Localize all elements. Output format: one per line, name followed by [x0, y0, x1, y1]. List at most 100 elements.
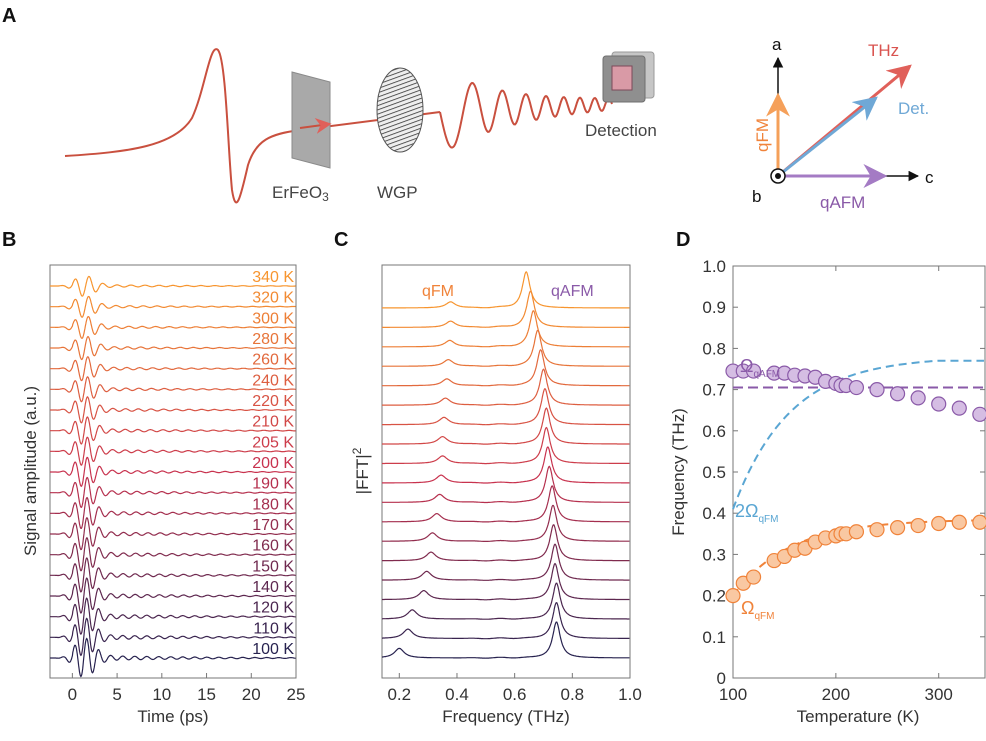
b-trace-205k: [50, 436, 296, 466]
d-qafm-point: [972, 406, 986, 422]
axis-a-label: a: [772, 35, 782, 54]
c-spectrum-205k: [382, 426, 630, 465]
b-trace-110k: [50, 617, 296, 657]
panel-label-a: A: [2, 5, 16, 27]
d-ytick-label: 0.3: [702, 545, 726, 564]
c-spectrum-260k: [382, 349, 630, 387]
c-ylabel: |FFT|2: [350, 447, 372, 494]
b-xtick-label: 0: [68, 685, 77, 704]
c-spectrum-240k: [382, 368, 630, 406]
c-spectrum-120k: [382, 582, 630, 620]
b-xtick-label: 15: [197, 685, 216, 704]
c-spectrum-150k: [381, 543, 630, 581]
c-spectrum-200k: [382, 446, 630, 484]
b-trace-100k: [50, 637, 296, 678]
crystal-axes: a b c THz Det. qFM qAFM: [752, 35, 934, 212]
d-label-omega-qafm: ΩqAFM: [740, 356, 780, 380]
b-trace-320k: [50, 295, 296, 318]
d-xtick-label: 300: [925, 685, 953, 704]
b-temperature-label: 210 K: [252, 414, 294, 431]
wgp-label: WGP: [377, 183, 418, 202]
sample-label: ErFeO3: [272, 183, 329, 204]
b-ylabel: Signal amplitude (a.u.): [21, 386, 40, 556]
b-trace-190k: [50, 476, 296, 509]
detector-icon: [602, 51, 655, 103]
d-qafm-point: [931, 396, 947, 412]
b-temperature-label: 200 K: [252, 455, 294, 472]
d-qfm-point: [869, 522, 885, 538]
axis-b-dot-icon: [775, 173, 781, 179]
b-xlabel: Time (ps): [137, 707, 208, 726]
d-ytick-label: 0.6: [702, 422, 726, 441]
d-ytick-label: 0.4: [702, 504, 726, 523]
b-xtick-label: 20: [242, 685, 261, 704]
b-trace-200k: [50, 456, 296, 488]
b-temperature-label: 140 K: [252, 579, 294, 596]
b-trace-340k: [50, 275, 296, 297]
c-xtick-label: 0.4: [445, 685, 469, 704]
d-qfm-point: [745, 569, 762, 585]
b-trace-160k: [50, 537, 296, 572]
d-qfm-point: [910, 517, 926, 534]
b-temperature-label: 205 K: [252, 434, 294, 451]
d-xlabel: Temperature (K): [797, 707, 920, 726]
d-label-omega-qfm: ΩqFM: [741, 598, 774, 622]
d-qfm-point: [972, 514, 986, 530]
b-trace-240k: [50, 376, 296, 403]
d-qfm-point: [725, 587, 741, 604]
b-trace-120k: [50, 597, 296, 635]
b-trace-220k: [50, 396, 296, 424]
detection-label: Detection: [585, 121, 657, 140]
c-spectrum-300k: [382, 310, 630, 348]
d-qafm-point: [745, 363, 762, 379]
erfeo3-sample: [291, 71, 331, 169]
c-xtick-label: 0.6: [503, 685, 527, 704]
d-ytick-label: 0: [717, 669, 726, 688]
d-qfm-point: [848, 524, 865, 540]
thz-label: THz: [868, 41, 899, 60]
d-xtick-label: 100: [719, 685, 747, 704]
c-spectrum-170k: [382, 504, 630, 542]
b-temperature-label: 100 K: [252, 641, 294, 658]
d-qafm-point: [910, 390, 926, 406]
d-ytick-label: 0.9: [702, 298, 726, 317]
b-temperature-label: 120 K: [252, 600, 294, 617]
d-qfm-point: [951, 514, 967, 530]
d-qafm-point: [951, 400, 967, 416]
thz-pulse-wave: [64, 48, 441, 204]
b-trace-150k: [50, 557, 296, 593]
d-ytick-label: 0.7: [702, 381, 726, 400]
d-qafm-point: [848, 379, 865, 396]
d-ytick-label: 1.0: [702, 257, 726, 276]
b-temperature-label: 340 K: [252, 269, 294, 286]
panel-c-axes: [381, 264, 631, 679]
b-temperature-label: 260 K: [252, 352, 294, 369]
d-qfm-point: [889, 520, 906, 536]
c-spectrum-180k: [382, 485, 630, 523]
d-ytick-label: 0.2: [702, 587, 726, 606]
panel-b-traces: 0 5 10 15 20 25 340 K 320 K 300 K 280 K 260 K 240 K…: [50, 269, 305, 704]
b-trace-140k: [50, 577, 296, 614]
c-spectrum-280k: [382, 329, 630, 367]
b-temperature-label: 160 K: [252, 538, 294, 555]
d-xtick-label: 200: [822, 685, 850, 704]
b-temperature-label: 110 K: [253, 620, 294, 637]
b-temperature-label: 300 K: [252, 310, 294, 327]
d-ytick-label: 0.5: [702, 463, 726, 482]
d-2qfm-curve: [732, 359, 984, 510]
d-ytick-label: 0.8: [702, 339, 726, 358]
c-spectrum-320k: [382, 290, 630, 328]
c-spectrum-100k: [382, 621, 630, 659]
transmitted-wave: [439, 81, 613, 149]
b-xtick-label: 25: [287, 685, 306, 704]
qfm-label: qFM: [753, 118, 772, 152]
b-trace-170k: [50, 517, 296, 551]
panel-label-b: B: [2, 229, 16, 251]
b-temperature-label: 240 K: [252, 372, 294, 389]
b-temperature-label: 150 K: [252, 558, 294, 575]
c-spectrum-110k: [382, 602, 630, 640]
c-spectrum-220k: [382, 388, 630, 426]
b-xtick-label: 5: [112, 685, 121, 704]
b-temperature-label: 320 K: [252, 290, 294, 307]
